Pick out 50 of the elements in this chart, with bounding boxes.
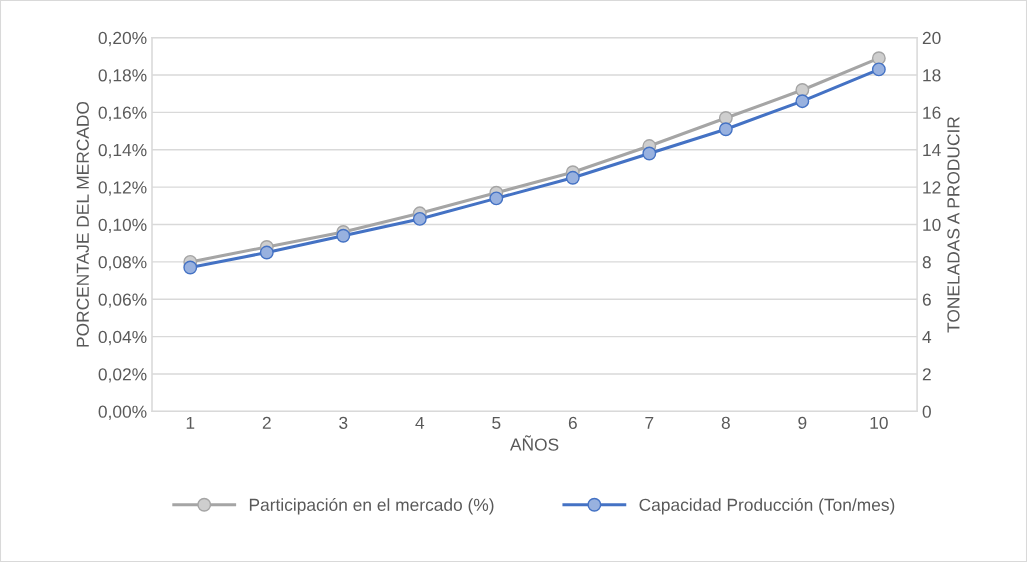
point: [259, 245, 274, 260]
y2-tick-label: 12: [923, 181, 941, 194]
y-tick-label: 0,12%: [98, 181, 147, 196]
y-tick-label: 0,10%: [98, 218, 147, 234]
y2-tick-label: 10: [923, 218, 941, 231]
point: [183, 260, 198, 275]
point: [871, 51, 886, 66]
x-axis-title: AÑOS: [509, 435, 559, 451]
y2-tick-label: 4: [922, 330, 932, 343]
y2-tick-label: 20: [922, 31, 941, 45]
y-tick-label: 0,20%: [98, 31, 147, 47]
y-tick-label: 0,04%: [98, 330, 147, 346]
y2-tick-label: 14: [923, 144, 941, 157]
point: [642, 146, 657, 161]
y2-tick-label: 8: [922, 256, 931, 269]
y-tick-label: 0,18%: [98, 69, 147, 84]
y-tick-label: 0,06%: [98, 293, 147, 308]
y2-tick-label: 6: [922, 293, 931, 306]
x-tick-label: 4: [415, 416, 425, 429]
y2-axis-title: TONELADAS A PRODUCIR: [947, 116, 960, 333]
y2-tick-label: 2: [922, 368, 931, 381]
x-tick-label: 6: [568, 416, 577, 429]
point: [871, 62, 886, 77]
x-tick-label: 8: [721, 416, 730, 429]
point: [412, 211, 427, 226]
point: [795, 83, 810, 97]
y-tick-label: 0,16%: [98, 106, 147, 121]
x-tick-label: 2: [262, 416, 271, 429]
y2-tick-label: 16: [923, 106, 941, 119]
y2-tick-label: 18: [923, 69, 941, 82]
legend-label: Participación en el mercado (%): [249, 498, 494, 515]
legend-label: Capacidad Producción (Ton/mes): [639, 498, 895, 515]
x-tick-label: 3: [339, 416, 348, 429]
x-tick-label: 5: [492, 416, 501, 429]
y2-tick-label: 0: [922, 405, 931, 418]
point: [718, 111, 733, 125]
point: [336, 228, 351, 243]
x-tick-label: 9: [798, 416, 807, 429]
x-tick-label: 7: [645, 416, 654, 429]
y-tick-label: 0,00%: [98, 405, 147, 420]
point: [795, 94, 810, 109]
y-tick-label: 0,02%: [98, 368, 147, 383]
point: [489, 191, 504, 206]
x-tick-label: 1: [186, 416, 195, 429]
point: [718, 122, 733, 137]
x-tick-label: 10: [870, 416, 888, 429]
y-tick-label: 0,14%: [98, 143, 147, 159]
y-axis-title: PORCENTAJE DEL MERCADO: [76, 101, 89, 347]
point: [565, 170, 580, 185]
y-tick-label: 0,08%: [98, 256, 147, 271]
